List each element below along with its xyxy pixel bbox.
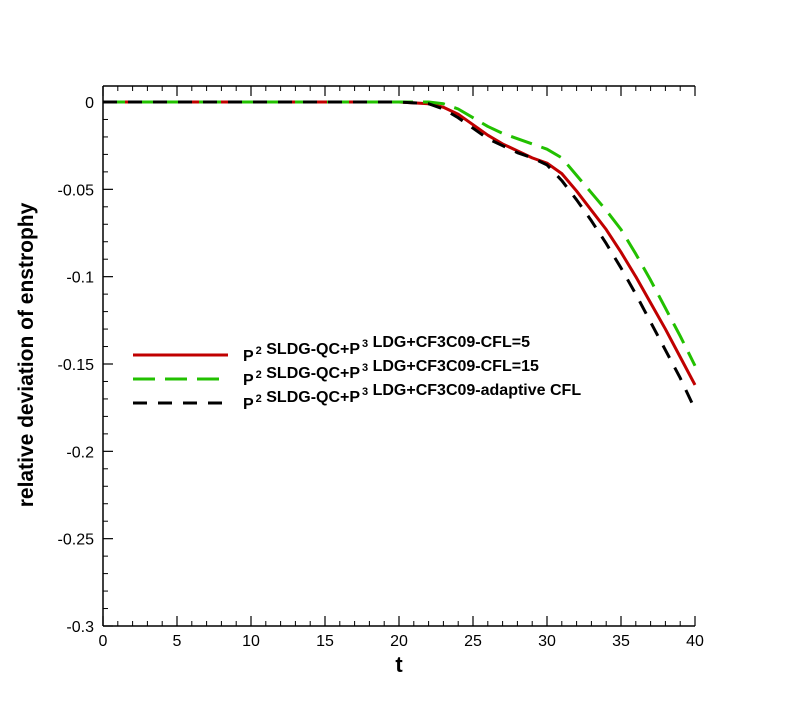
x-tick-label: 0 [99,633,108,650]
x-tick-label: 40 [686,633,704,650]
series-layer [103,100,697,411]
y-tick-label: -0.15 [58,357,95,374]
y-tick-label: 0 [85,95,94,112]
y-tick-label: -0.25 [58,532,95,549]
x-tick-label: 35 [612,633,630,650]
x-axis-ticks: 0 5 10 15 20 25 30 35 40 [99,86,704,650]
y-tick-label: -0.1 [66,270,94,287]
y-tick-label: -0.05 [58,182,95,199]
y-tick-label: -0.2 [66,444,94,461]
y-axis-ticks: 0 -0.05 -0.1 -0.15 -0.2 -0.25 -0.3 [58,95,113,636]
y-axis-title: relative deviation of enstrophy [15,202,38,507]
x-tick-label: 10 [242,633,260,650]
y-tick-label: -0.3 [66,619,94,636]
series-line-2 [103,100,697,367]
x-axis-title: t [395,652,403,677]
x-tick-label: 5 [173,633,182,650]
x-tick-label: 20 [390,633,408,650]
series-line-3 [103,100,697,411]
x-tick-label: 15 [316,633,334,650]
x-tick-label: 30 [538,633,556,650]
x-tick-label: 25 [464,633,482,650]
